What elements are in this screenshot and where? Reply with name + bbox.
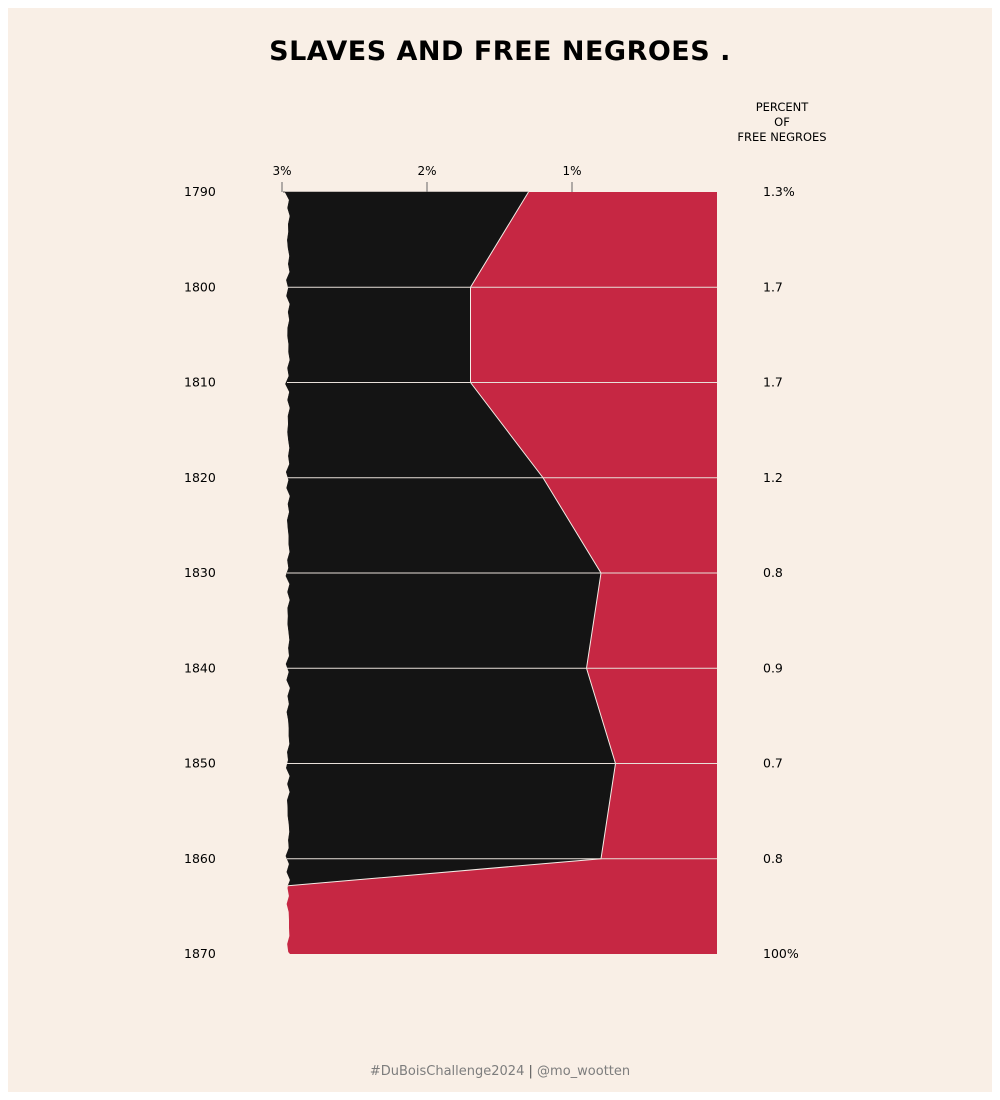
percent-free-label: 1.7 <box>763 375 783 390</box>
chart-title: SLAVES AND FREE NEGROES . <box>269 36 731 67</box>
right-heading-line-3: FREE NEGROES <box>737 130 827 144</box>
slaves-area <box>283 191 616 887</box>
right-heading-line-2: OF <box>774 115 790 129</box>
right-heading-line-1: PERCENT <box>755 100 809 114</box>
year-label: 1790 <box>184 184 216 199</box>
year-label: 1800 <box>184 279 216 294</box>
year-label: 1830 <box>184 565 216 580</box>
right-column-heading: PERCENT OF FREE NEGROES <box>722 100 842 145</box>
x-tick-label: 3% <box>272 164 291 178</box>
x-tick-label: 2% <box>417 164 436 178</box>
percent-free-label: 100% <box>763 946 799 961</box>
year-label: 1850 <box>184 756 216 771</box>
year-label: 1810 <box>184 375 216 390</box>
footer-credit: #DuBoisChallenge2024 | @mo_wootten <box>0 1064 1000 1079</box>
percent-free-label: 1.3% <box>763 184 795 199</box>
year-label: 1870 <box>184 946 216 961</box>
footer-handle: @mo_wootten <box>537 1064 631 1079</box>
footer-separator: | <box>528 1064 533 1079</box>
year-label: 1820 <box>184 470 216 485</box>
percent-free-label: 0.8 <box>763 565 783 580</box>
year-label: 1840 <box>184 660 216 675</box>
percent-free-label: 0.8 <box>763 851 783 866</box>
year-label: 1860 <box>184 851 216 866</box>
percent-free-label: 1.7 <box>763 279 783 294</box>
x-tick-label: 1% <box>562 164 581 178</box>
footer-hashtag: #DuBoisChallenge2024 <box>369 1064 525 1079</box>
percent-free-label: 0.9 <box>763 660 783 675</box>
percent-free-label: 0.7 <box>763 756 783 771</box>
percent-free-label: 1.2 <box>763 470 783 485</box>
